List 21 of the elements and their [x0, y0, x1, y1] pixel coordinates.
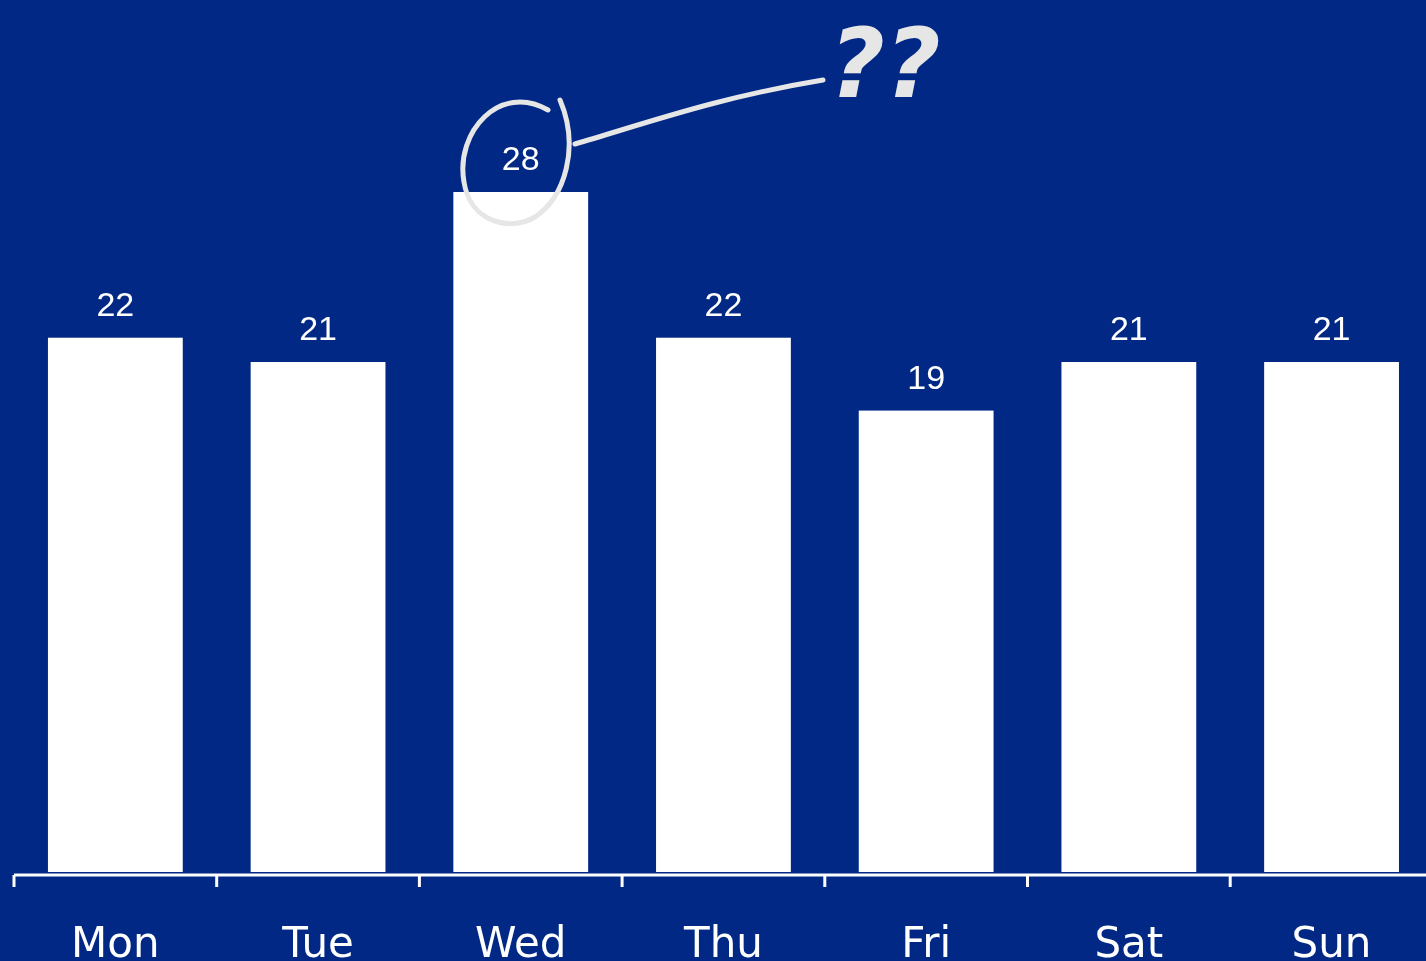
x-tick-label: Fri [901, 918, 952, 961]
data-label: 22 [96, 284, 135, 323]
bar [47, 337, 183, 872]
bar [1264, 362, 1399, 872]
x-tick-label: Wed [474, 918, 567, 961]
x-tick-label: Thu [683, 918, 763, 961]
data-label: 21 [299, 309, 337, 347]
bar [858, 410, 994, 872]
text: ?? [829, 8, 941, 120]
x-tick-label: Mon [71, 918, 160, 961]
bar [1061, 362, 1197, 872]
data-label: 22 [704, 284, 743, 323]
data-label: 28 [501, 139, 540, 177]
bar [656, 337, 791, 872]
bar [250, 362, 386, 872]
x-tick-label: Sun [1291, 918, 1372, 961]
data-label: 19 [907, 357, 946, 396]
data-label: 21 [1109, 309, 1148, 347]
data-label: 21 [1312, 309, 1351, 347]
x-tick-label: Sat [1094, 918, 1164, 961]
x-tick-label: Tue [281, 918, 354, 961]
